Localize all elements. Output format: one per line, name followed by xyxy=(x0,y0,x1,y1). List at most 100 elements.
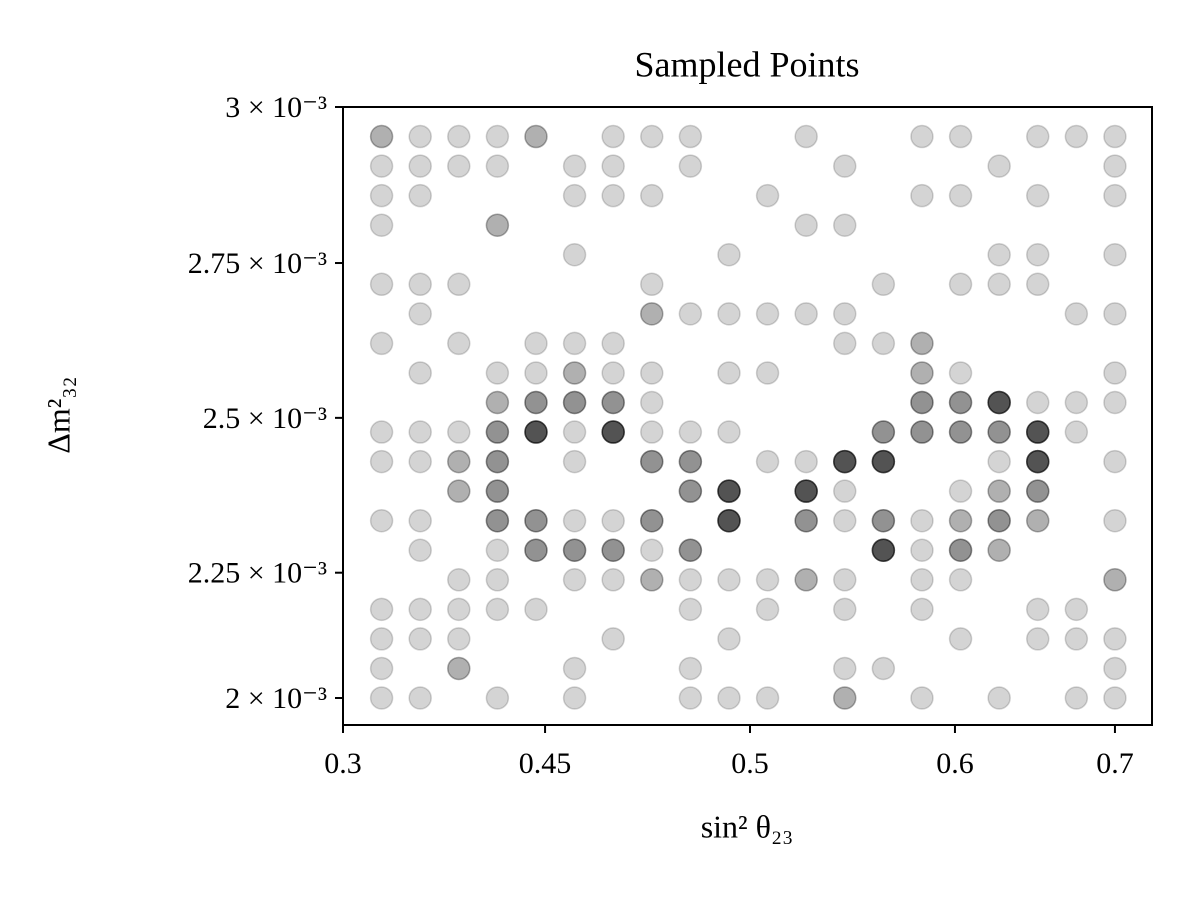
point xyxy=(755,302,780,326)
point xyxy=(794,508,818,533)
point xyxy=(987,390,1011,415)
point xyxy=(1103,154,1127,178)
point xyxy=(678,597,703,622)
point xyxy=(408,361,432,385)
point xyxy=(562,568,587,592)
point xyxy=(833,508,857,533)
point xyxy=(678,479,703,503)
point xyxy=(987,449,1011,474)
point xyxy=(601,361,625,385)
point xyxy=(678,479,703,503)
point xyxy=(1064,390,1089,415)
point xyxy=(447,331,471,356)
point xyxy=(447,124,471,149)
point xyxy=(1103,302,1127,326)
point xyxy=(948,538,973,562)
point xyxy=(987,686,1011,710)
point xyxy=(562,154,587,178)
point xyxy=(524,508,548,533)
point xyxy=(1064,302,1089,326)
point xyxy=(524,361,548,385)
point xyxy=(369,213,394,237)
point xyxy=(485,361,510,385)
point xyxy=(910,420,934,444)
point xyxy=(794,508,818,533)
point xyxy=(369,597,394,622)
point xyxy=(1026,627,1050,651)
point xyxy=(447,154,471,178)
point xyxy=(485,420,510,444)
point xyxy=(524,538,548,562)
point xyxy=(369,124,394,149)
point xyxy=(485,508,510,533)
point xyxy=(833,449,857,474)
point xyxy=(871,449,896,474)
point xyxy=(871,538,896,562)
point xyxy=(794,479,818,503)
point xyxy=(601,154,625,178)
point xyxy=(987,538,1011,562)
point xyxy=(1026,449,1050,474)
point xyxy=(987,390,1011,415)
point xyxy=(1064,597,1089,622)
point xyxy=(948,390,973,415)
point xyxy=(717,508,741,533)
point xyxy=(987,420,1011,444)
point xyxy=(678,302,703,326)
point xyxy=(485,479,510,503)
point xyxy=(910,420,934,444)
point xyxy=(408,538,432,562)
point xyxy=(485,213,510,237)
point xyxy=(987,390,1011,415)
point xyxy=(485,508,510,533)
point xyxy=(601,124,625,149)
point xyxy=(987,479,1011,503)
point xyxy=(871,508,896,533)
x-tick-label: 0.3 xyxy=(324,747,362,780)
point xyxy=(755,183,780,208)
point xyxy=(408,449,432,474)
point xyxy=(678,449,703,474)
point xyxy=(447,449,471,474)
point xyxy=(717,508,741,533)
y-tick-label: 3 × 10⁻³ xyxy=(225,91,327,124)
point xyxy=(1103,656,1127,681)
point xyxy=(948,390,973,415)
point xyxy=(833,331,857,356)
point xyxy=(794,479,818,503)
point xyxy=(524,420,548,444)
point xyxy=(524,390,548,415)
point xyxy=(717,242,741,267)
point xyxy=(910,390,934,415)
point xyxy=(1026,420,1050,444)
point xyxy=(794,568,818,592)
point xyxy=(794,449,818,474)
point xyxy=(717,479,741,503)
point xyxy=(910,686,934,710)
point xyxy=(833,656,857,681)
point xyxy=(910,568,934,592)
point xyxy=(794,302,818,326)
point xyxy=(871,508,896,533)
point xyxy=(1026,420,1050,444)
y-tick-label: 2.25 × 10⁻³ xyxy=(188,557,327,590)
point xyxy=(447,627,471,651)
point xyxy=(871,420,896,444)
point xyxy=(601,508,625,533)
point xyxy=(485,390,510,415)
point xyxy=(871,656,896,681)
chart-title: Sampled Points xyxy=(634,44,859,84)
point xyxy=(408,272,432,297)
point xyxy=(871,272,896,297)
point xyxy=(678,479,703,503)
point xyxy=(369,686,394,710)
point xyxy=(1026,390,1050,415)
point xyxy=(1064,627,1089,651)
point xyxy=(562,449,587,474)
point xyxy=(948,272,973,297)
point xyxy=(562,538,587,562)
point xyxy=(717,627,741,651)
point xyxy=(1026,420,1050,444)
point xyxy=(1026,124,1050,149)
